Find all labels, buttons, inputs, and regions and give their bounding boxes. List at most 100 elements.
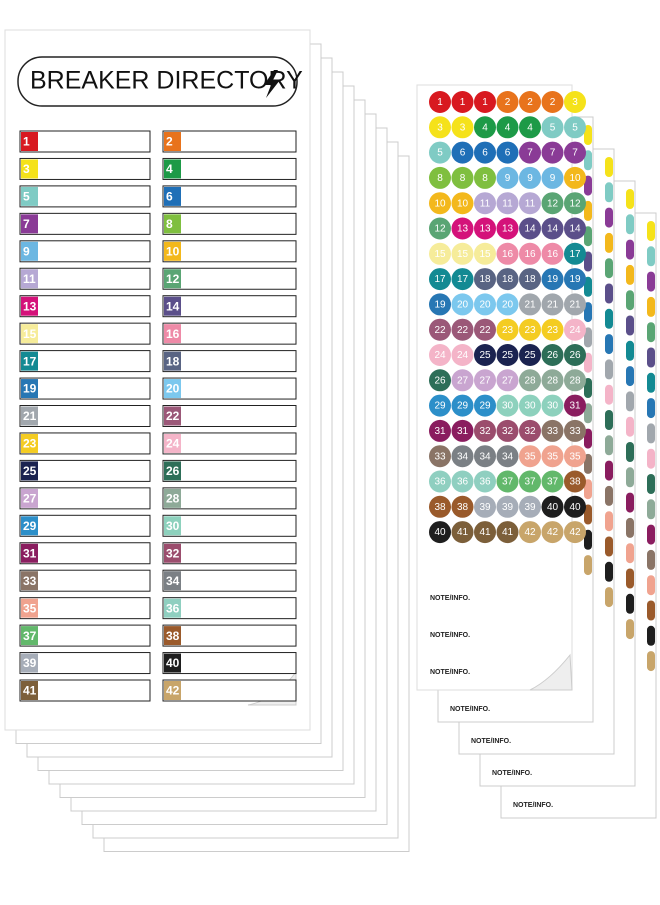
sticker	[429, 268, 451, 291]
entry-number: 2	[166, 135, 173, 149]
entry-number: 24	[166, 437, 180, 451]
sticker-number: 25	[502, 350, 514, 361]
sticker-number: 13	[479, 224, 491, 235]
sticker	[474, 166, 496, 189]
entry-box	[19, 130, 151, 153]
entry-box	[162, 240, 297, 263]
sticker-number: 34	[502, 451, 514, 462]
sticker	[541, 521, 564, 544]
sticker-edge	[584, 251, 592, 272]
entry-box	[162, 624, 297, 647]
entry-box	[19, 405, 151, 427]
sticker-number: 7	[550, 148, 556, 159]
sticker	[541, 445, 564, 468]
sticker	[564, 192, 586, 215]
entry-box	[19, 514, 151, 537]
sticker-number: 27	[457, 375, 469, 386]
entry-number: 6	[166, 190, 173, 204]
entry-number: 23	[23, 437, 37, 451]
sticker-edge	[647, 398, 655, 419]
sticker-number: 23	[547, 325, 559, 336]
sticker-edge	[584, 125, 592, 145]
sticker-number: 10	[434, 198, 446, 209]
sticker	[541, 116, 564, 139]
sticker-number: 41	[502, 527, 514, 538]
sticker	[519, 217, 541, 240]
peeled-corner	[529, 653, 573, 691]
sticker-edge	[647, 499, 655, 520]
sticker-number: 22	[434, 325, 446, 336]
sticker-number: 39	[479, 502, 491, 513]
entry-swatch	[164, 379, 181, 399]
sticker-number: 28	[569, 375, 581, 386]
sticker-number: 39	[524, 502, 536, 513]
entry-box	[19, 652, 151, 675]
entry-number: 27	[23, 492, 37, 506]
sticker	[451, 318, 474, 341]
entry-swatch	[164, 653, 181, 673]
sticker	[451, 192, 474, 215]
entry-number: 28	[166, 492, 180, 506]
sticker	[429, 242, 451, 265]
entry-box	[162, 597, 297, 620]
sticker-edge	[647, 322, 655, 343]
sticker	[474, 217, 496, 240]
sticker-number: 40	[547, 502, 559, 513]
sticker-number: 15	[434, 249, 446, 260]
sticker	[496, 242, 519, 265]
sticker-edge	[605, 283, 613, 304]
sticker	[474, 318, 496, 341]
entry-box	[162, 514, 297, 537]
sticker-number: 16	[502, 249, 514, 260]
sticker-edge	[647, 448, 655, 469]
entry-box	[19, 350, 151, 373]
entry-box	[19, 267, 151, 290]
sticker-number: 12	[569, 198, 581, 209]
entry-box	[19, 295, 151, 318]
entry-number: 31	[23, 546, 37, 560]
entry-box	[162, 212, 297, 235]
sticker-edge	[626, 543, 634, 564]
sticker-number: 42	[524, 527, 536, 538]
sticker	[451, 217, 474, 240]
sticker-number: 23	[502, 325, 514, 336]
sticker	[541, 344, 564, 366]
sticker-number: 16	[524, 249, 536, 260]
sticker	[429, 369, 451, 392]
entry-number: 16	[166, 327, 180, 341]
entry-number: 20	[166, 382, 180, 396]
sticker-edge	[605, 232, 613, 253]
sticker	[541, 91, 564, 113]
sticker	[496, 268, 519, 291]
sticker-number: 17	[569, 249, 581, 260]
sticker	[541, 217, 564, 240]
sticker-number: 6	[505, 148, 511, 159]
entry-number: 34	[166, 574, 180, 588]
sticker	[429, 470, 451, 493]
sticker	[474, 521, 496, 544]
sticker	[451, 495, 474, 518]
sticker	[564, 344, 586, 366]
sticker	[519, 344, 541, 366]
sticker-edge	[605, 435, 613, 456]
sticker-edge	[605, 207, 613, 228]
sticker	[474, 242, 496, 265]
entry-number: 12	[166, 272, 180, 286]
sticker-number: 31	[569, 401, 581, 412]
sticker-number: 4	[505, 122, 511, 133]
sticker-number: 38	[434, 502, 446, 513]
bolt-icon	[264, 70, 280, 98]
entry-box	[19, 157, 151, 180]
entry-swatch	[164, 241, 181, 261]
sticker-number: 29	[457, 401, 469, 412]
sticker	[496, 293, 519, 316]
sticker	[496, 116, 519, 139]
note-label: NOTE/INFO.	[430, 595, 470, 602]
sticker-number: 7	[527, 148, 533, 159]
entry-swatch	[164, 626, 181, 646]
sticker	[474, 116, 496, 139]
entry-number: 37	[23, 629, 37, 643]
sticker-edge	[584, 403, 592, 424]
sticker-edge	[626, 568, 634, 589]
sticker-number: 22	[457, 325, 469, 336]
